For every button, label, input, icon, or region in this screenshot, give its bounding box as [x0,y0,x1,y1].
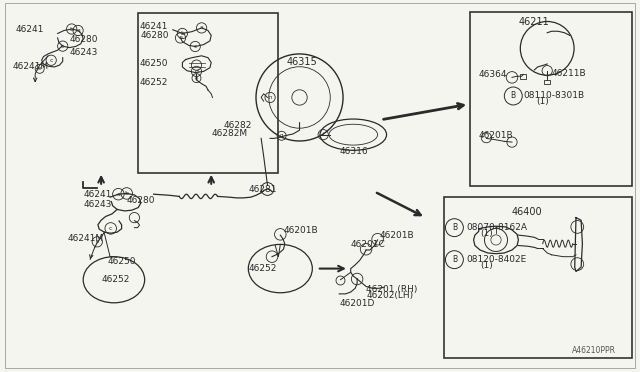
Text: 46364: 46364 [479,70,508,79]
Text: 46282M: 46282M [211,129,247,138]
Text: c: c [193,44,197,49]
Bar [520,74,526,79]
Text: 46201D: 46201D [339,299,374,308]
Text: 46241M: 46241M [13,62,49,71]
Text: 46201C: 46201C [351,240,385,249]
Text: a: a [200,25,204,31]
Text: 46241: 46241 [83,190,111,199]
Text: 46211: 46211 [518,17,549,26]
Text: 46252: 46252 [140,78,168,87]
Text: e: e [179,35,182,41]
Text: 08120-8402E: 08120-8402E [466,255,526,264]
Text: 46241: 46241 [16,25,44,34]
Bar [544,80,550,84]
Text: 46252: 46252 [101,275,129,284]
Text: 46241: 46241 [140,22,168,31]
Text: 46281: 46281 [248,185,277,194]
Text: 46202(LH): 46202(LH) [366,291,413,300]
Bar [470,12,632,186]
Text: (1): (1) [480,262,493,270]
Text: b: b [125,191,129,196]
Text: c: c [109,226,113,231]
Text: 46201B: 46201B [479,131,513,140]
Text: 46280: 46280 [141,31,170,40]
Text: 46316: 46316 [339,147,368,156]
Text: 46315: 46315 [287,58,317,67]
Text: 46280: 46280 [69,35,98,44]
Text: d: d [195,69,198,74]
Text: g: g [280,133,284,138]
Text: 46243: 46243 [69,48,97,57]
Text: e: e [195,76,198,81]
Text: b: b [180,31,184,36]
Text: B: B [452,223,457,232]
Text: 46201 (RH): 46201 (RH) [366,285,417,294]
Text: 46280: 46280 [127,196,156,205]
Text: 46282: 46282 [224,121,252,130]
Text: B: B [452,255,457,264]
Text: n: n [268,95,272,100]
Text: 46201B: 46201B [284,226,318,235]
Text: c: c [49,58,53,63]
Bar [138,13,278,173]
Text: a: a [76,28,80,33]
Bar [444,197,632,358]
Text: 46250: 46250 [140,60,168,68]
Text: (1): (1) [536,97,549,106]
Text: i: i [323,132,324,137]
Text: a: a [116,192,120,197]
Text: 46241M: 46241M [67,234,103,243]
Text: B: B [511,92,516,100]
Text: (1): (1) [480,229,493,238]
Text: 46211B: 46211B [552,69,586,78]
Text: e: e [95,239,99,244]
Text: 08110-8301B: 08110-8301B [524,92,585,100]
Text: 46243: 46243 [83,200,111,209]
Text: A46210PPR: A46210PPR [572,346,616,355]
Text: b: b [70,26,74,32]
Text: c: c [61,44,65,49]
Text: 46250: 46250 [108,257,136,266]
Text: 46201B: 46201B [380,231,414,240]
Text: 08070-8162A: 08070-8162A [466,223,527,232]
Text: 46252: 46252 [248,264,276,273]
Text: 46400: 46400 [512,207,543,217]
Text: e: e [38,66,42,71]
